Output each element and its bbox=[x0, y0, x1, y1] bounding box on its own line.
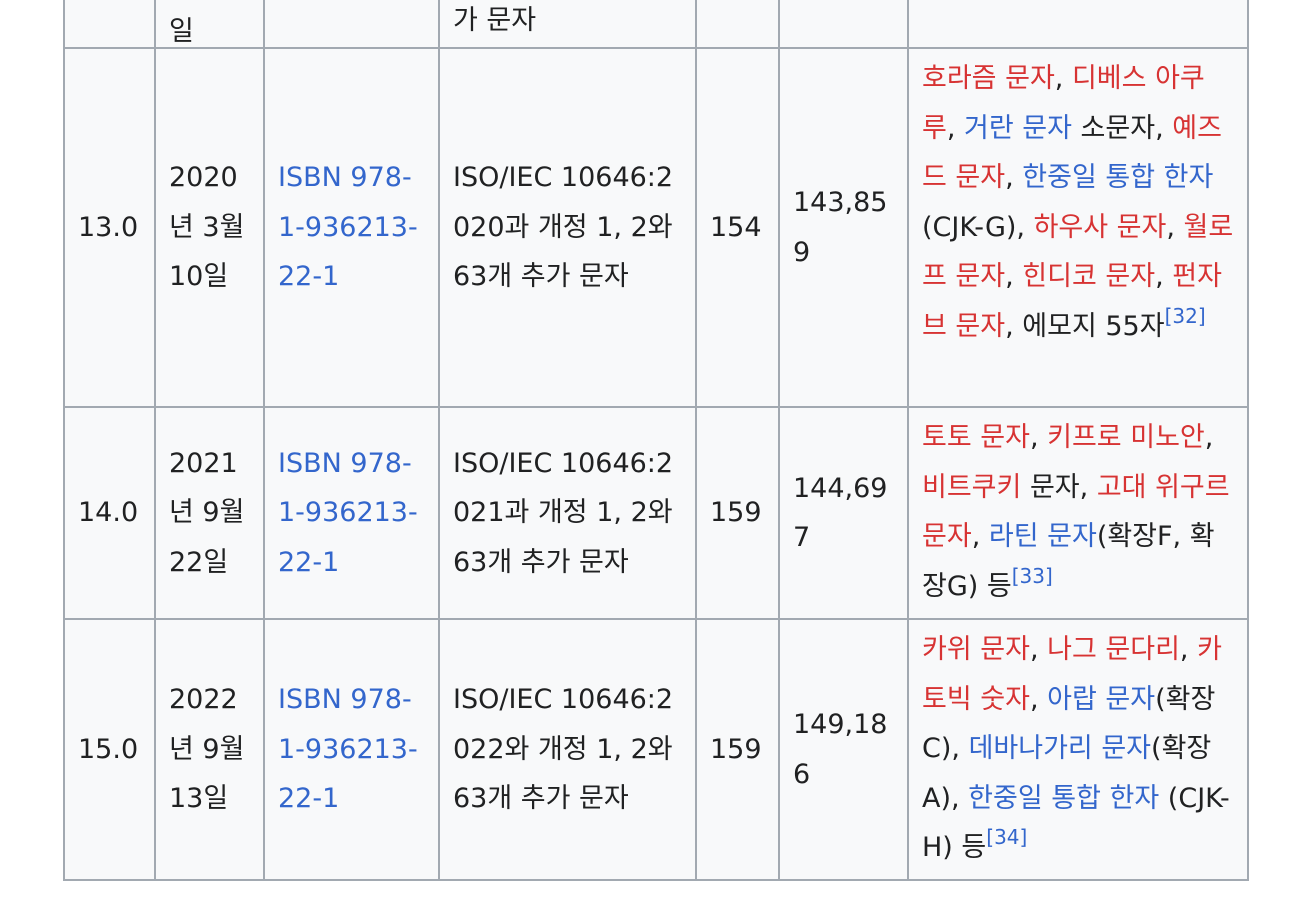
reference: [34] bbox=[986, 825, 1027, 849]
desc-text: , bbox=[1155, 261, 1173, 292]
chars-cell: 149,186 bbox=[778, 618, 909, 881]
isbn-link[interactable]: ISBN 978-1-936213-22-1 bbox=[278, 162, 418, 293]
reference-link[interactable]: [34] bbox=[986, 825, 1028, 849]
script-link[interactable]: 카토빅 숫자 bbox=[922, 634, 1222, 715]
reference-link[interactable]: [32] bbox=[1164, 303, 1206, 328]
reference: [32] bbox=[1165, 304, 1206, 328]
script-link[interactable]: 카위 문자 bbox=[922, 634, 1030, 665]
version-cell bbox=[63, 0, 156, 49]
script-link[interactable]: 비트쿠키 bbox=[922, 471, 1022, 503]
table-row: 13.0 2020년 3월 10일 ISBN 978-1-936213-22-1 IS… bbox=[63, 47, 1249, 408]
desc-cell: 토토 문자, 키프로 미노안, 비트쿠키 문자, 고대 위구르 문자, 라틴 문… bbox=[907, 406, 1249, 620]
script-link[interactable]: 라틴 문자 bbox=[988, 521, 1097, 552]
date-cell: 2022년 9월 13일 bbox=[154, 618, 265, 881]
unicode-versions-table: 일 가 문자 13.0 2020년 3월 10일 ISBN 978-1-936213… bbox=[63, 0, 1249, 881]
isbn-link[interactable]: ISBN 978-1-936213-22-1 bbox=[278, 447, 418, 578]
iso-cell: ISO/IEC 10646:2022와 개정 1, 2와 63개 추가 문자 bbox=[438, 618, 697, 881]
desc-text: (확장F, 확장G) 등 bbox=[922, 521, 1215, 602]
script-link[interactable]: 호라즘 문자 bbox=[922, 63, 1055, 94]
desc-text: , 에모지 55자 bbox=[1005, 310, 1165, 342]
script-link[interactable]: 거란 문자 bbox=[964, 112, 1072, 144]
desc-text: , bbox=[971, 521, 989, 552]
desc-text: (CJK-H) 등 bbox=[922, 782, 1230, 864]
isbn-cell: ISBN 978-1-936213-22-1 bbox=[263, 47, 440, 408]
script-link[interactable]: 나그 문다리 bbox=[1047, 634, 1180, 665]
desc-text: 소문자, bbox=[1071, 112, 1173, 144]
scripts-cell: 159 bbox=[695, 406, 780, 620]
reference: [33] bbox=[1012, 564, 1053, 588]
script-link[interactable]: 한중일 통합 한자 bbox=[968, 782, 1160, 814]
version-cell: 15.0 bbox=[63, 618, 156, 881]
desc-text: (확장C), bbox=[922, 683, 1216, 765]
chars-cell: 143,859 bbox=[778, 47, 909, 408]
reference-link[interactable]: [33] bbox=[1011, 563, 1053, 588]
iso-cell: ISO/IEC 10646:2021과 개정 1, 2와 63개 추가 문자 bbox=[438, 406, 697, 620]
script-link[interactable]: 아랍 문자 bbox=[1047, 683, 1156, 715]
script-link[interactable]: 한중일 통합 한자 bbox=[1022, 162, 1214, 193]
table-row: 15.0 2022년 9월 13일 ISBN 978-1-936213-22-1 IS… bbox=[63, 618, 1249, 881]
desc-cell: 호라즘 문자, 디베스 아쿠루, 거란 문자 소문자, 예즈드 문자, 한중일 … bbox=[907, 47, 1249, 408]
desc-text: , bbox=[1029, 422, 1048, 453]
script-link[interactable]: 펀자브 문자 bbox=[922, 261, 1222, 342]
script-link[interactable]: 고대 위구르 문자 bbox=[922, 471, 1230, 553]
script-link[interactable]: 토토 문자 bbox=[922, 422, 1030, 453]
desc-text: , bbox=[1029, 634, 1048, 665]
version-cell: 14.0 bbox=[63, 406, 156, 620]
isbn-cell: ISBN 978-1-936213-22-1 bbox=[263, 618, 440, 881]
desc-cell bbox=[907, 0, 1249, 49]
script-link[interactable]: 키프로 미노안 bbox=[1047, 422, 1205, 453]
script-link[interactable]: 데바나가리 문자 bbox=[968, 733, 1152, 764]
scripts-cell bbox=[695, 0, 780, 49]
script-link[interactable]: 예즈드 문자 bbox=[922, 112, 1222, 194]
desc-text: , bbox=[1005, 162, 1023, 193]
desc-text: , bbox=[1166, 211, 1184, 243]
isbn-cell: ISBN 978-1-936213-22-1 bbox=[263, 406, 440, 620]
desc-text: , bbox=[1054, 63, 1072, 94]
desc-text: 문자, bbox=[1021, 471, 1097, 503]
desc-text: , bbox=[1179, 634, 1198, 665]
chars-cell bbox=[778, 0, 909, 49]
script-link[interactable]: 힌디코 문자 bbox=[1022, 261, 1156, 292]
desc-text: (확장A), bbox=[922, 733, 1212, 814]
iso-cell: ISO/IEC 10646:2020과 개정 1, 2와 63개 추가 문자 bbox=[438, 47, 697, 408]
table-row: 일 가 문자 bbox=[63, 0, 1249, 49]
isbn-link[interactable]: ISBN 978-1-936213-22-1 bbox=[278, 684, 418, 815]
date-cell: 2021년 9월 22일 bbox=[154, 406, 265, 620]
isbn-cell bbox=[263, 0, 440, 49]
desc-text: , bbox=[1029, 683, 1048, 715]
script-link[interactable]: 하우사 문자 bbox=[1033, 211, 1167, 243]
date-cell: 일 bbox=[154, 0, 265, 49]
date-cell: 2020년 3월 10일 bbox=[154, 47, 265, 408]
table-row: 14.0 2021년 9월 22일 ISBN 978-1-936213-22-1 IS… bbox=[63, 406, 1249, 620]
desc-cell: 카위 문자, 나그 문다리, 카토빅 숫자, 아랍 문자(확장C), 데바나가리… bbox=[907, 618, 1249, 881]
desc-text: (CJK-G), bbox=[922, 211, 1034, 243]
scripts-cell: 154 bbox=[695, 47, 780, 408]
script-link[interactable]: 디베스 아쿠루 bbox=[922, 63, 1205, 144]
chars-cell: 144,697 bbox=[778, 406, 909, 620]
desc-text: , bbox=[946, 112, 965, 144]
desc-text: , bbox=[1204, 422, 1214, 453]
desc-text: , bbox=[1005, 261, 1023, 292]
iso-cell: 가 문자 bbox=[438, 0, 697, 49]
script-link[interactable]: 월로프 문자 bbox=[922, 211, 1234, 293]
version-cell: 13.0 bbox=[63, 47, 156, 408]
scripts-cell: 159 bbox=[695, 618, 780, 881]
